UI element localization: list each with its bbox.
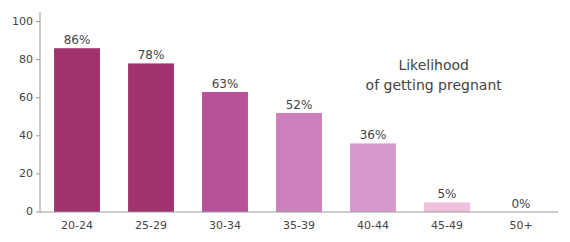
y-tick-label: 60 — [19, 91, 33, 104]
y-tick-label: 40 — [19, 129, 33, 142]
data-label: 78% — [138, 48, 165, 62]
x-tick-label: 40-44 — [357, 219, 389, 232]
y-tick — [36, 173, 40, 174]
x-tick-label: 45-49 — [431, 219, 463, 232]
bar — [128, 63, 174, 212]
bar — [54, 48, 100, 212]
x-tick-label: 35-39 — [283, 219, 315, 232]
bars — [54, 48, 470, 212]
data-label: 0% — [511, 197, 530, 211]
annotation-line: Likelihood — [398, 57, 469, 73]
data-label: 63% — [212, 77, 239, 91]
data-label: 5% — [437, 187, 456, 201]
x-tick-label: 20-24 — [61, 219, 93, 232]
x-tick-label: 50+ — [509, 219, 532, 232]
annotation: Likelihood of getting pregnant — [366, 57, 503, 93]
data-label: 36% — [360, 128, 387, 142]
y-tick — [36, 212, 40, 213]
bar — [276, 113, 322, 212]
data-labels: 86% 78% 63% 52% 36% 5% 0% — [64, 33, 531, 211]
y-tick-label: 80 — [19, 53, 33, 66]
chart-container: 0 20 40 60 80 100 20-24 25-29 30-34 35-39 40-44 45-… — [0, 0, 570, 242]
bar — [202, 92, 248, 212]
x-tick-label: 30-34 — [209, 219, 241, 232]
y-axis-line — [40, 12, 41, 212]
x-tick-label: 25-29 — [135, 219, 167, 232]
annotation-line: of getting pregnant — [366, 77, 503, 93]
x-axis-line — [40, 212, 558, 213]
y-tick — [36, 97, 40, 98]
y-tick-label: 100 — [12, 15, 33, 28]
data-label: 52% — [286, 98, 313, 112]
y-tick — [36, 135, 40, 136]
data-label: 86% — [64, 33, 91, 47]
y-ticks: 0 20 40 60 80 100 — [12, 15, 40, 218]
x-ticks: 20-24 25-29 30-34 35-39 40-44 45-49 50+ — [61, 219, 533, 232]
bar — [424, 202, 470, 212]
y-tick — [36, 59, 40, 60]
y-tick — [36, 21, 40, 22]
bar — [350, 143, 396, 212]
y-tick-label: 0 — [26, 205, 33, 218]
chart: 0 20 40 60 80 100 20-24 25-29 30-34 35-39 40-44 45-… — [0, 0, 570, 242]
y-tick-label: 20 — [19, 167, 33, 180]
